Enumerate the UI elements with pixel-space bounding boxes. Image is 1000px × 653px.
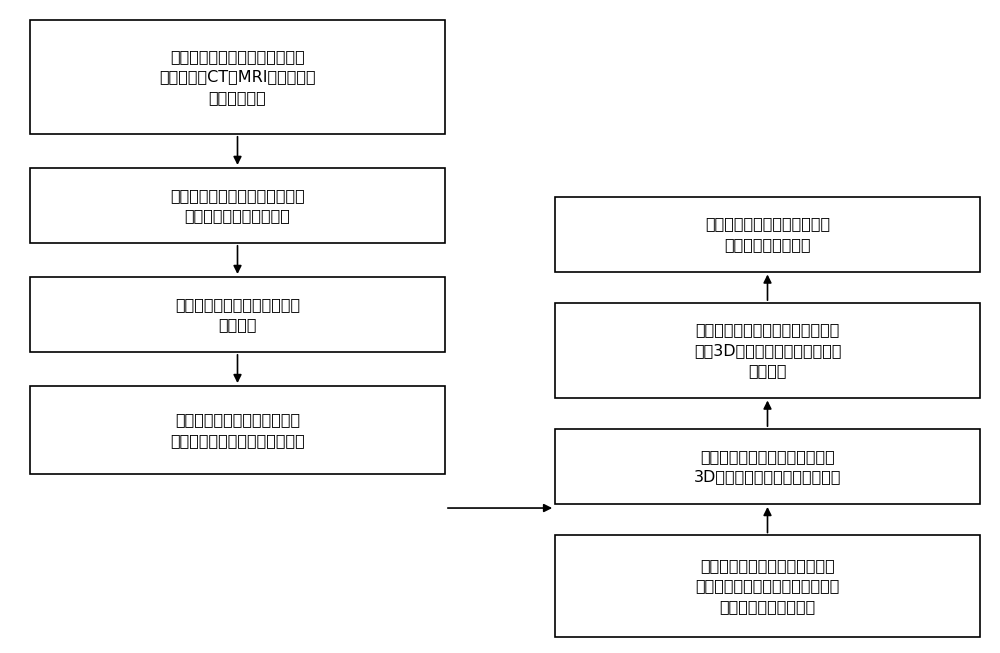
Bar: [30, 277, 445, 352]
Text: 测量患者三维模型的患侧模型和
健侧模型的解剖结构参数: 测量患者三维模型的患侧模型和 健侧模型的解剖结构参数: [170, 187, 305, 223]
Text: 利用二维信息数据生成扫描路径，
导入3D打印设备，打印出截骨矫
形导板；: 利用二维信息数据生成扫描路径， 导入3D打印设备，打印出截骨矫 形导板；: [694, 323, 841, 378]
Text: 截骨矫形导板模型的源文件导入
3D打印软件，得到二维信息数据: 截骨矫形导板模型的源文件导入 3D打印软件，得到二维信息数据: [694, 449, 841, 485]
Bar: [30, 168, 445, 243]
Text: 利用健侧模型生成健侧镜像模
型，模拟术后效果得到术后模型: 利用健侧模型生成健侧镜像模 型，模拟术后效果得到术后模型: [170, 412, 305, 448]
Bar: [30, 20, 445, 134]
Bar: [555, 535, 980, 637]
Text: 对术后模型进行复位并建立好截
骨面，导入计算机辅助设计软件，
得到截骨矫形导板模型: 对术后模型进行复位并建立好截 骨面，导入计算机辅助设计软件， 得到截骨矫形导板模…: [695, 558, 840, 614]
Bar: [555, 197, 980, 272]
Bar: [555, 303, 980, 398]
Bar: [555, 429, 980, 504]
Text: 打磨喷砂截骨矫形导板，得到
截骨矫形导板的成品: 打磨喷砂截骨矫形导板，得到 截骨矫形导板的成品: [705, 216, 830, 252]
Text: 计算出患侧模型的畸形参数，
模拟截骨: 计算出患侧模型的畸形参数， 模拟截骨: [175, 296, 300, 332]
Text: 采集患者畸形膝关节及对应的正
常下肢断层CT或MRI扫描数据，
建立三维模型: 采集患者畸形膝关节及对应的正 常下肢断层CT或MRI扫描数据， 建立三维模型: [159, 49, 316, 104]
Bar: [30, 386, 445, 474]
